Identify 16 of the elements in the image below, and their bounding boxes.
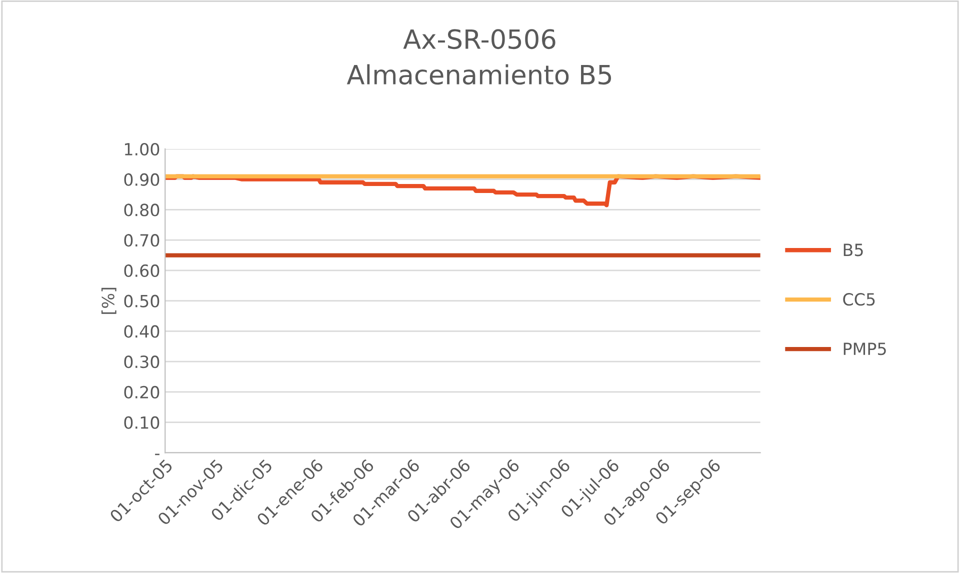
legend-label: B5: [844, 244, 863, 256]
legend-label: CC5: [843, 293, 875, 306]
y-tick-label: 0.40: [124, 325, 160, 338]
chart-title: Ax-SR-0506 Almacenamiento B5: [346, 29, 612, 85]
y-tick-label: 0.10: [124, 416, 160, 429]
y-tick-label: 0.50: [124, 294, 160, 308]
y-tick-label: 0.70: [124, 234, 160, 247]
y-axis-title: [%]: [101, 288, 116, 314]
y-tick-label: 0.80: [124, 204, 160, 216]
y-tick-label: -: [155, 454, 160, 456]
y-tick-label: 0.90: [124, 173, 160, 186]
y-tick-label: 0.30: [124, 356, 160, 368]
y-tick-label: 0.60: [124, 264, 160, 278]
y-tick-label: 1.00: [124, 142, 160, 156]
legend-label: PMP5: [844, 342, 886, 356]
y-tick-label: 0.20: [124, 386, 160, 398]
